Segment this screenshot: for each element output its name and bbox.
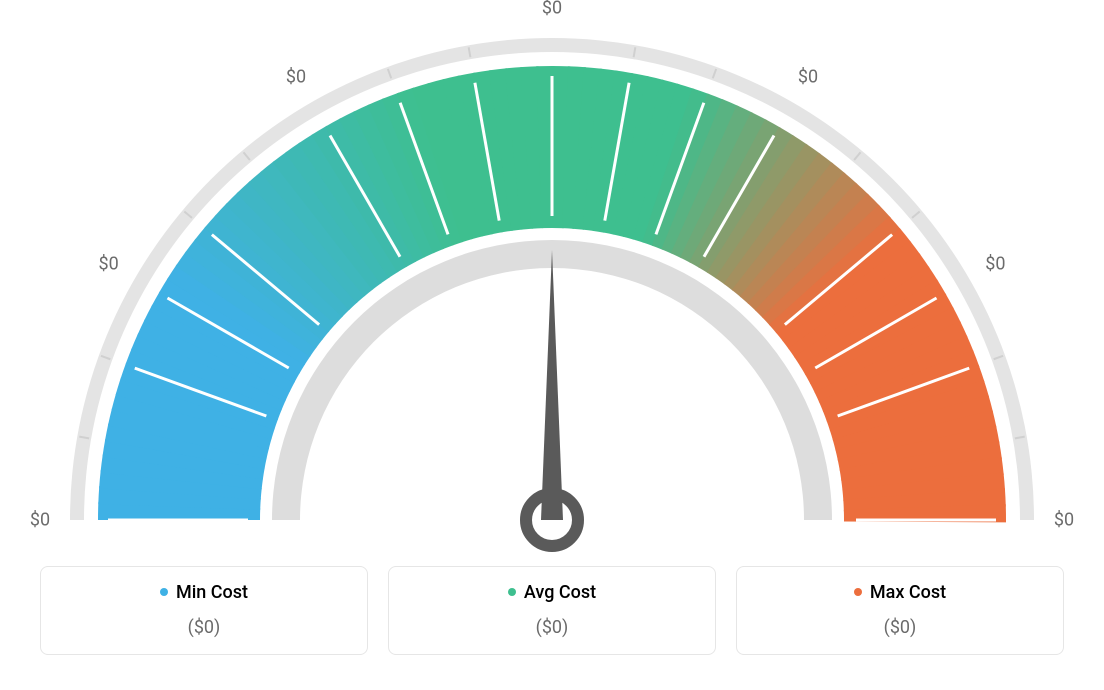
gauge-tick-label: $0 — [98, 254, 118, 275]
gauge-chart: $0 $0 $0 $0 $0 $0 $0 — [0, 0, 1104, 560]
legend-title-avg: Avg Cost — [508, 582, 596, 603]
legend-value-avg: ($0) — [399, 617, 705, 638]
legend-dot-max — [854, 588, 862, 596]
legend-dot-min — [160, 588, 168, 596]
legend-card-avg: Avg Cost ($0) — [388, 566, 716, 655]
legend-card-max: Max Cost ($0) — [736, 566, 1064, 655]
legend-value-min: ($0) — [51, 617, 357, 638]
legend-value-max: ($0) — [747, 617, 1053, 638]
gauge-tick-label: $0 — [985, 254, 1005, 275]
legend-label-min: Min Cost — [176, 582, 248, 603]
gauge-svg — [0, 0, 1104, 560]
legend-card-min: Min Cost ($0) — [40, 566, 368, 655]
legend-dot-avg — [508, 588, 516, 596]
gauge-tick-label: $0 — [286, 66, 306, 87]
legend-label-max: Max Cost — [870, 582, 946, 603]
legend-label-avg: Avg Cost — [524, 582, 596, 603]
gauge-tick-label: $0 — [1054, 510, 1074, 531]
legend-row: Min Cost ($0) Avg Cost ($0) Max Cost ($0… — [0, 566, 1104, 655]
legend-title-min: Min Cost — [160, 582, 248, 603]
gauge-tick-label: $0 — [542, 0, 562, 19]
gauge-tick-label: $0 — [30, 510, 50, 531]
gauge-tick-label: $0 — [798, 66, 818, 87]
legend-title-max: Max Cost — [854, 582, 946, 603]
